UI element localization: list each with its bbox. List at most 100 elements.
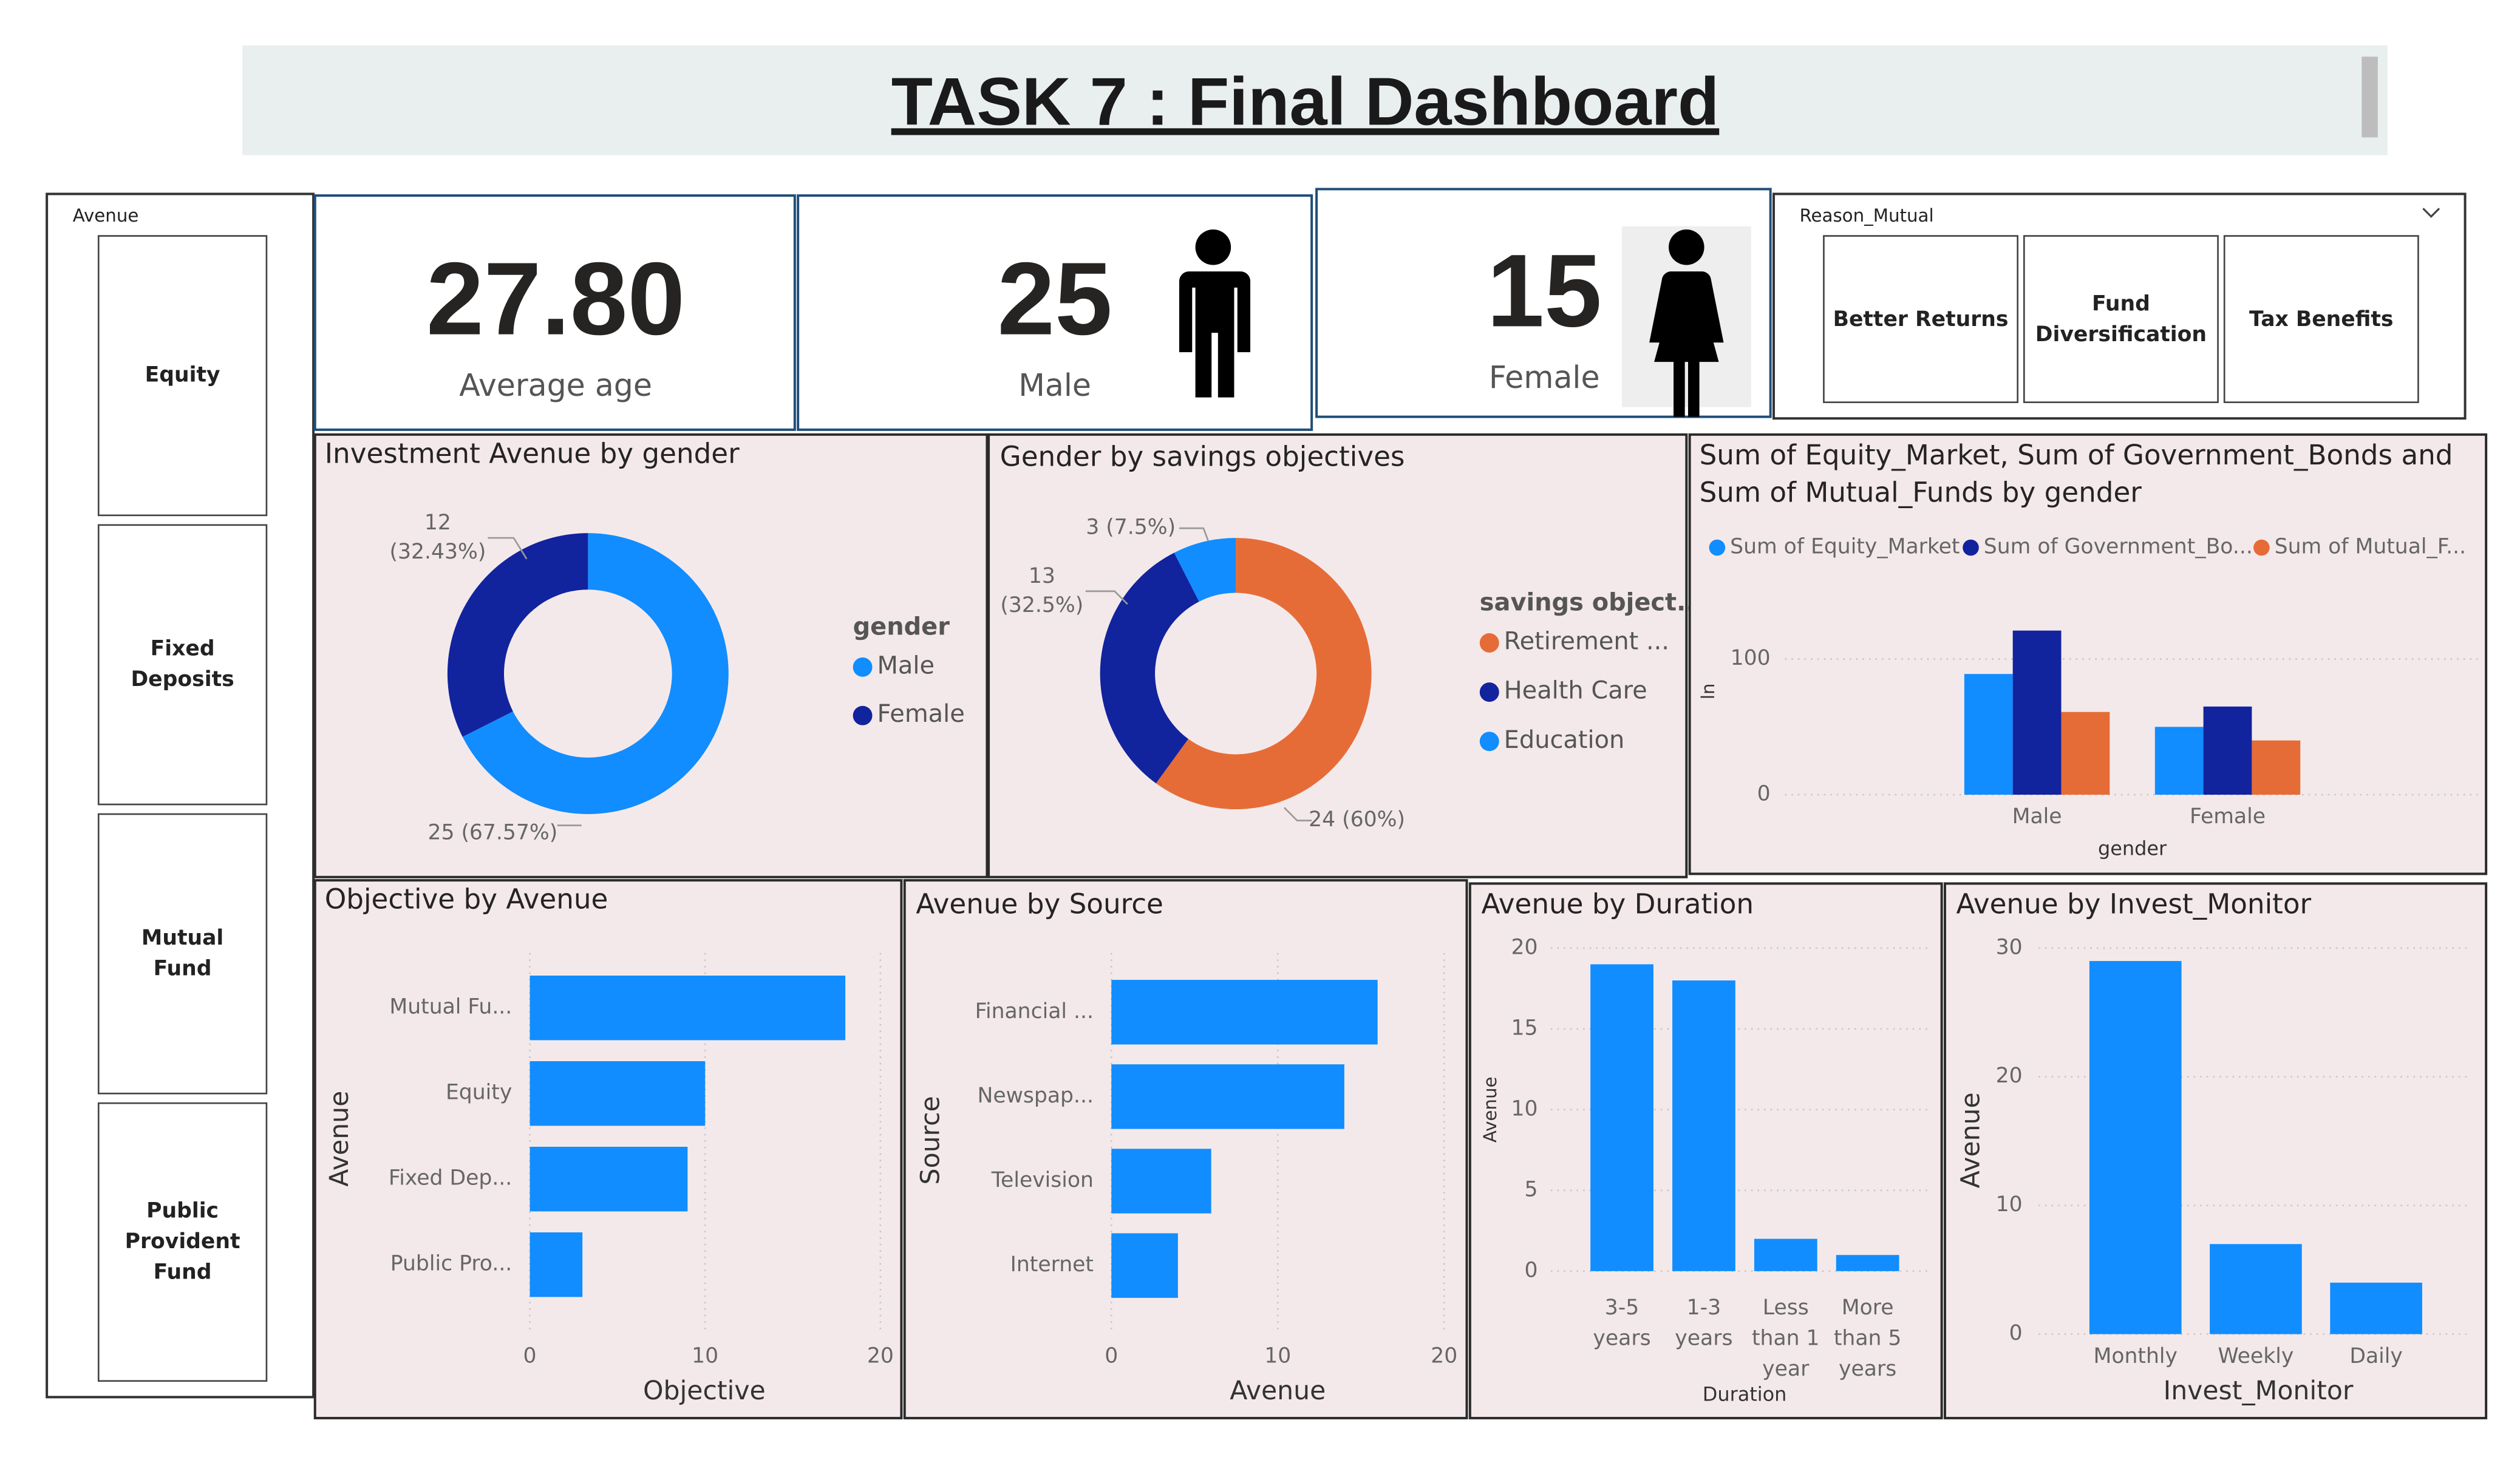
tick-label: 0 [523, 1343, 537, 1368]
legend-marker [1709, 539, 1726, 556]
y-axis-label: ln [1698, 683, 1718, 699]
bar [1672, 980, 1735, 1271]
slicer-option-label[interactable]: Mutual Fund [141, 925, 223, 980]
tick-label: 20 [1511, 935, 1538, 959]
data-label: 24 (60%) [1309, 807, 1405, 832]
legend-marker [1963, 539, 1979, 556]
legend-label: Sum of Mutual_F... [2275, 535, 2466, 559]
leader-line [1179, 527, 1210, 542]
x-tick-label: 1-3 years [1675, 1296, 1732, 1351]
x-tick-label: Less than 1 year [1752, 1296, 1820, 1381]
x-tick-label: 3-5 years [1593, 1296, 1650, 1351]
legend-title: gender [853, 613, 950, 641]
legend-marker [1479, 732, 1499, 752]
bar [530, 976, 846, 1041]
legend-marker [2253, 539, 2270, 556]
data-label: 12 (32.43%) [390, 511, 486, 564]
legend-label: Health Care [1504, 677, 1647, 705]
legend-label: Education [1504, 726, 1625, 754]
bar [2089, 960, 2182, 1334]
chart-title: Sum of Equity_Market, Sum of Government_… [1700, 439, 2453, 508]
slicer-option[interactable] [1823, 235, 2018, 403]
data-label: 13 (32.5%) [1000, 563, 1083, 617]
tick-label: 0 [1105, 1343, 1118, 1368]
bar [2061, 712, 2110, 795]
dropdown-chevron[interactable] [2422, 208, 2440, 218]
tick-label: 0 [1757, 782, 1771, 806]
x-tick-label: Weekly [2218, 1343, 2294, 1368]
bar [2203, 706, 2252, 795]
donut-slice [1156, 538, 1372, 810]
chart-title: Gender by savings objectives [1000, 441, 1405, 473]
legend-label: Sum of Government_Bo... [1984, 535, 2253, 559]
x-tick-label: Female [2190, 804, 2266, 829]
chart-title: Avenue by Invest_Monitor [1956, 888, 2312, 920]
x-axis-label: Invest_Monitor [2164, 1376, 2354, 1406]
donut-slice [447, 533, 588, 737]
x-tick-label: Daily [2349, 1343, 2403, 1368]
legend-marker [1479, 682, 1499, 702]
tick-label: 15 [1511, 1016, 1538, 1040]
y-tick-label: Television [991, 1168, 1094, 1192]
slicer-option[interactable] [97, 235, 268, 517]
x-axis-label: Objective [643, 1376, 766, 1406]
tick-label: 20 [1431, 1343, 1457, 1368]
bar [2012, 630, 2062, 795]
bar [1111, 1233, 1178, 1298]
legend-title: savings object... [1480, 589, 1704, 617]
bar [2154, 727, 2204, 795]
y-tick-label: Equity [446, 1081, 512, 1105]
bar [530, 1061, 706, 1126]
bar [1590, 964, 1653, 1271]
chart-title: Avenue by Duration [1481, 888, 1754, 920]
dashboard-title: TASK 7 : Final Dashboard [891, 63, 1720, 139]
donut-slice [1100, 552, 1199, 784]
y-axis-label: Source [915, 1096, 945, 1184]
x-axis-label: gender [2098, 837, 2167, 860]
header-bar [242, 45, 2388, 155]
bar [1111, 1064, 1344, 1129]
chart-panel [313, 433, 989, 878]
y-axis-label: Avenue [1480, 1076, 1500, 1143]
bar [2252, 740, 2301, 795]
bar [1836, 1255, 1899, 1271]
kpi-label: Male [1018, 367, 1091, 403]
slicer-option-label[interactable]: Equity [145, 362, 220, 387]
legend-marker [853, 657, 873, 677]
y-axis-label: Avenue [324, 1091, 355, 1187]
slicer-option[interactable] [97, 813, 268, 1095]
data-label: 25 (67.57%) [427, 820, 557, 844]
legend-label: Male [877, 651, 935, 679]
y-tick-label: Fixed Dep... [389, 1166, 512, 1190]
legend-label: Sum of Equity_Market [1730, 535, 1960, 559]
leader-line [1085, 590, 1128, 605]
slicer-option[interactable] [97, 524, 268, 806]
slicer-option-label[interactable]: Tax Benefits [2249, 307, 2393, 331]
slicer-option[interactable] [2023, 235, 2219, 403]
tick-label: 20 [1996, 1064, 2023, 1088]
x-tick-label: Male [2012, 804, 2062, 829]
bar [1111, 1149, 1211, 1214]
kpi-card [313, 194, 796, 431]
slicer-option[interactable] [97, 1102, 268, 1382]
x-axis-label: Avenue [1230, 1376, 1326, 1406]
data-label: 3 (7.5%) [1086, 515, 1176, 540]
slicer-option-label[interactable]: Fixed Deposits [131, 636, 234, 691]
tick-label: 30 [1996, 935, 2023, 959]
leader-line [488, 537, 528, 560]
slicer-option-label[interactable]: Better Returns [1833, 307, 2009, 331]
slicer-option-label[interactable]: Public Provident Fund [125, 1198, 240, 1284]
female-icon [1649, 229, 1724, 417]
bar [2330, 1282, 2422, 1334]
legend-label: Female [877, 700, 965, 728]
tick-label: 0 [2009, 1321, 2023, 1345]
bar [2210, 1244, 2302, 1334]
bar [1754, 1238, 1817, 1271]
tick-label: 10 [1511, 1096, 1538, 1121]
slicer-option-label[interactable]: Fund Diversification [2035, 291, 2207, 347]
y-tick-label: Financial ... [975, 999, 1094, 1024]
slicer-option[interactable] [2223, 235, 2419, 403]
kpi-label: Female [1489, 359, 1600, 395]
legend-marker [853, 705, 873, 725]
